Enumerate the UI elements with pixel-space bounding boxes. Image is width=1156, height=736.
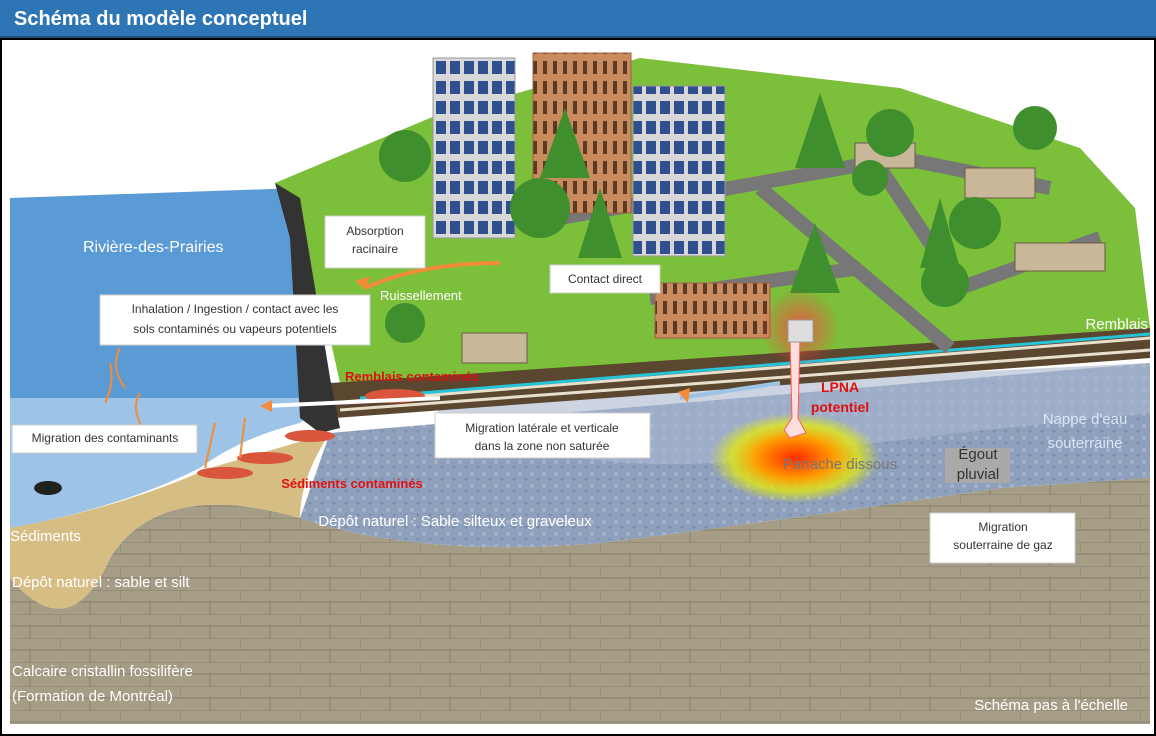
fish (34, 481, 62, 495)
label: Remblais (1085, 316, 1148, 333)
page: Schéma du modèle conceptuel (0, 0, 1156, 736)
label-line: (Formation de Montréal) (12, 688, 173, 705)
label-line: Nappe d'eau (1043, 411, 1128, 428)
label-line: Migration (978, 520, 1027, 534)
label-line: racinaire (352, 242, 398, 256)
building (433, 58, 515, 238)
label: Migration des contaminants (32, 431, 179, 445)
label-line: Remblais contaminés (345, 369, 479, 384)
diagram: Rivière-des-Prairies Absorption racinaire R… (0, 38, 1156, 736)
label-line: Panache dissous (783, 456, 897, 473)
header-title: Schéma du modèle conceptuel (14, 8, 307, 31)
label-line: Dépôt naturel : Sable silteux et gravele… (318, 513, 592, 530)
label: Sédiments (10, 528, 81, 545)
label: Sédiments contaminés (281, 476, 423, 491)
label-line: Absorption (346, 224, 403, 238)
label: Dépôt naturel : sable et silt (12, 574, 190, 591)
label-line: Rivière-des-Prairies (83, 239, 223, 256)
label-line: LPNA (821, 379, 859, 395)
header: Schéma du modèle conceptuel (0, 0, 1156, 38)
label-line: sols contaminés ou vapeurs potentiels (133, 322, 336, 336)
river-back (10, 188, 330, 398)
label-line: Migration latérale et verticale (465, 421, 619, 435)
label-line: Égout (958, 446, 998, 463)
label-line: Ruissellement (380, 288, 462, 303)
label-line: Calcaire cristallin fossilifère (12, 663, 193, 680)
label-line: Contact direct (568, 272, 643, 286)
label-line: Schéma pas à l'échelle (974, 697, 1128, 714)
label-line: dans la zone non saturée (475, 439, 610, 453)
label: Contact direct (568, 272, 643, 286)
label-line: Migration des contaminants (32, 431, 179, 445)
label: Rivière-des-Prairies (83, 239, 223, 256)
label-line: Sédiments contaminés (281, 476, 423, 491)
label: Panache dissous (783, 456, 897, 473)
label: Ruissellement (380, 288, 462, 303)
label: Schéma pas à l'échelle (974, 697, 1128, 714)
barrel (788, 320, 813, 342)
label-line: souterraine de gaz (953, 538, 1052, 552)
building (655, 283, 770, 338)
label-line: Dépôt naturel : sable et silt (12, 574, 190, 591)
label-line: souterraine (1047, 435, 1122, 452)
label: Remblais contaminés (345, 369, 479, 384)
label-line: potentiel (811, 399, 869, 415)
building (633, 86, 725, 256)
label-line: Sédiments (10, 528, 81, 545)
label-line: Inhalation / Ingestion / contact avec le… (132, 302, 339, 316)
label-line: pluvial (957, 466, 1000, 483)
label: Dépôt naturel : Sable silteux et gravele… (318, 513, 592, 530)
label-line: Remblais (1085, 316, 1148, 333)
